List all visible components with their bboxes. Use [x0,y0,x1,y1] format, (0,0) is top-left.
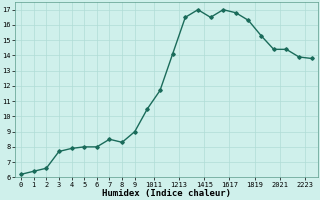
X-axis label: Humidex (Indice chaleur): Humidex (Indice chaleur) [102,189,231,198]
